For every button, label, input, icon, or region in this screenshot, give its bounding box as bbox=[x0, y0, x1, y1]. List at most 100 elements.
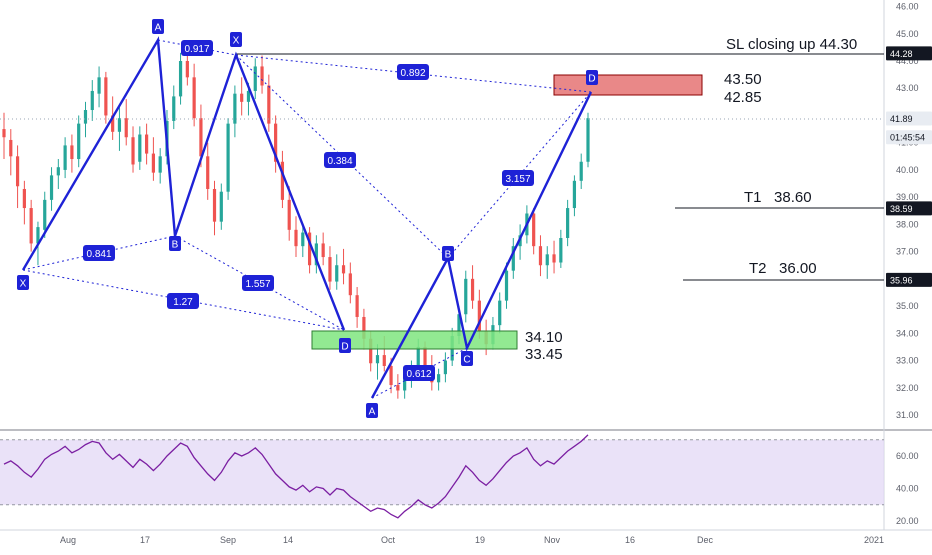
candle bbox=[538, 235, 543, 277]
candle bbox=[586, 112, 590, 168]
y-tick-label: 44.00 bbox=[896, 56, 919, 66]
candle bbox=[396, 374, 400, 399]
candle bbox=[43, 191, 47, 238]
candle bbox=[314, 235, 318, 274]
candle bbox=[572, 175, 577, 217]
y-tick-label: 46.00 bbox=[896, 2, 919, 12]
candle bbox=[2, 112, 6, 160]
ratio-badge[interactable]: 0.841 bbox=[83, 245, 115, 261]
ratio-value: 0.612 bbox=[406, 369, 431, 380]
candle bbox=[219, 183, 223, 230]
pattern-point-label[interactable]: A bbox=[152, 19, 164, 34]
candle bbox=[9, 129, 13, 176]
pattern-point-letter: D bbox=[588, 74, 595, 85]
ratio-badge[interactable]: 0.384 bbox=[324, 152, 356, 168]
t1-text: T1 38.60 bbox=[744, 189, 812, 206]
pattern-point-letter: C bbox=[463, 355, 470, 366]
candle bbox=[124, 99, 128, 146]
ratio-line bbox=[22, 235, 176, 271]
candle bbox=[294, 216, 298, 258]
ratio-value: 1.27 bbox=[173, 297, 193, 308]
pattern-point-label[interactable]: D bbox=[586, 70, 598, 85]
pattern-point-label[interactable]: X bbox=[230, 32, 242, 47]
buy-zone-bottom-text: 33.45 bbox=[525, 346, 563, 363]
time-axis[interactable]: Aug 17 Sep 14 Oct 19 Nov 16 Dec 2021 bbox=[60, 535, 884, 545]
ratio-value: 3.157 bbox=[505, 174, 530, 185]
candle bbox=[131, 126, 135, 173]
pattern-point-label[interactable]: C bbox=[461, 351, 473, 366]
candle bbox=[138, 126, 142, 170]
x-tick-label: 16 bbox=[625, 535, 635, 545]
x-tick-label: Nov bbox=[544, 535, 561, 545]
rsi-tick-label: 40.00 bbox=[896, 484, 919, 494]
y-tick-label: 45.00 bbox=[896, 29, 919, 39]
candle bbox=[280, 150, 285, 209]
y-tick-label: 32.00 bbox=[896, 383, 919, 393]
pattern-xabcd-1[interactable] bbox=[21, 36, 346, 331]
ratio-line bbox=[157, 39, 237, 56]
pattern-point-label[interactable]: D bbox=[339, 338, 351, 353]
ratio-badge[interactable]: 0.917 bbox=[181, 40, 213, 56]
candle bbox=[90, 80, 94, 121]
x-tick-label: Aug bbox=[60, 535, 76, 545]
y-tick-label: 35.00 bbox=[896, 301, 919, 311]
sell-zone-bottom-text: 42.85 bbox=[724, 89, 762, 106]
x-tick-label: 17 bbox=[140, 535, 150, 545]
pattern-point-label[interactable]: B bbox=[442, 246, 454, 261]
candle bbox=[104, 71, 108, 124]
candle bbox=[559, 229, 563, 268]
ratio-value: 0.384 bbox=[327, 156, 352, 167]
price-tag-label: 38.59 bbox=[890, 204, 913, 214]
x-tick-label: Oct bbox=[381, 535, 396, 545]
candle bbox=[579, 153, 583, 189]
candle bbox=[212, 180, 217, 236]
ratio-value: 0.892 bbox=[400, 68, 425, 79]
candle bbox=[328, 246, 332, 290]
ratio-line bbox=[447, 91, 592, 259]
annotation-texts: SL closing up 44.30 43.50 42.85 34.10 33… bbox=[525, 36, 857, 363]
candle bbox=[240, 77, 244, 116]
x-tick-label: Sep bbox=[220, 535, 236, 545]
ratio-badge[interactable]: 1.27 bbox=[167, 293, 199, 309]
candle bbox=[233, 85, 237, 138]
pattern-point-label[interactable]: A bbox=[366, 403, 378, 418]
candle bbox=[545, 246, 549, 279]
pattern-point-label[interactable]: X bbox=[17, 275, 29, 290]
candle bbox=[151, 137, 155, 181]
t2-text: T2 36.00 bbox=[749, 260, 817, 277]
buy-zone-top-text: 34.10 bbox=[525, 329, 563, 346]
candle bbox=[498, 292, 502, 334]
ratio-badges: 0.917 0.841 0.384 1.27 1.557 0.892 3.157 0.612 bbox=[83, 40, 534, 381]
candle bbox=[437, 368, 441, 391]
candle bbox=[464, 270, 468, 323]
sell-zone-box[interactable] bbox=[553, 74, 703, 96]
candle bbox=[375, 344, 380, 380]
candle bbox=[511, 238, 515, 279]
sell-zone-top-text: 43.50 bbox=[724, 71, 762, 88]
price-tag: 35.96 bbox=[886, 272, 932, 287]
pattern-point-letter: X bbox=[233, 36, 240, 47]
pattern-point-letter: B bbox=[445, 250, 452, 261]
ratio-badge[interactable]: 1.557 bbox=[242, 275, 274, 291]
candle bbox=[274, 115, 278, 173]
ratio-badge[interactable]: 0.892 bbox=[397, 64, 429, 80]
candle bbox=[226, 118, 230, 200]
ratio-badge[interactable]: 0.612 bbox=[403, 365, 435, 381]
price-tag: 38.59 bbox=[886, 201, 932, 216]
candle bbox=[307, 227, 312, 274]
rsi-line[interactable] bbox=[3, 434, 589, 519]
candle bbox=[70, 134, 74, 173]
x-tick-label: 19 bbox=[475, 535, 485, 545]
candle bbox=[301, 224, 305, 258]
pattern-point-letter: B bbox=[172, 240, 179, 251]
x-tick-label: 14 bbox=[283, 535, 293, 545]
ratio-badge[interactable]: 3.157 bbox=[502, 170, 534, 186]
candle bbox=[552, 240, 556, 274]
pattern-point-label[interactable]: B bbox=[169, 236, 181, 251]
price-axis[interactable]: 31.0032.0033.0034.0035.0036.0037.0038.00… bbox=[886, 2, 932, 420]
x-tick-label: 2021 bbox=[864, 535, 884, 545]
ratio-value: 0.841 bbox=[86, 249, 111, 260]
pattern-abcd-2[interactable] bbox=[370, 91, 593, 399]
